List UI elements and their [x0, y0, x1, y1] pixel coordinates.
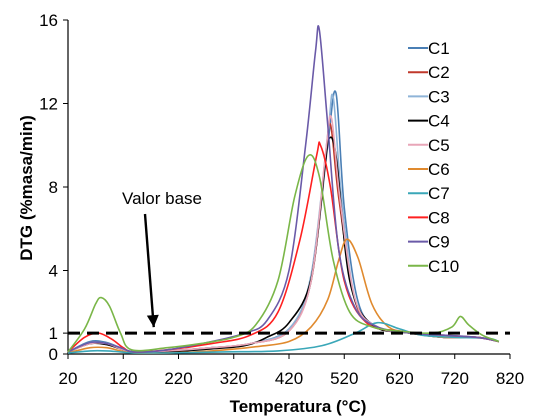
annotation-arrow-line [143, 213, 155, 328]
x-tick-label: 320 [220, 369, 248, 388]
legend-label-c9: C9 [428, 233, 450, 252]
x-tick-label: 220 [164, 369, 192, 388]
legend-label-c2: C2 [428, 63, 450, 82]
y-tick-label: 1 [49, 324, 58, 343]
legend-label-c1: C1 [428, 39, 450, 58]
legend-label-c6: C6 [428, 160, 450, 179]
y-axis-ticks: 0 1 4 8 12 16 [39, 11, 68, 364]
y-axis-title: DTG (%masa/min) [17, 115, 36, 260]
x-tick-label: 620 [385, 369, 413, 388]
y-tick-label: 12 [39, 95, 58, 114]
x-tick-label: 720 [441, 369, 469, 388]
legend-label-c10: C10 [428, 257, 459, 276]
plot-area [67, 20, 510, 355]
legend: C1 C2 C3 C4 C5 C6 C7 C8 C9 C10 [408, 39, 459, 276]
x-tick-label: 520 [330, 369, 358, 388]
x-tick-label: 820 [496, 369, 524, 388]
x-axis-ticks: 20 120 220 320 420 520 620 720 820 [59, 354, 524, 388]
x-axis-title: Temperatura (°C) [230, 397, 367, 416]
annotation-label: Valor base [122, 189, 202, 208]
legend-label-c3: C3 [428, 87, 450, 106]
legend-label-c8: C8 [428, 208, 450, 227]
x-tick-label: 120 [109, 369, 137, 388]
y-tick-label: 0 [49, 345, 58, 364]
legend-label-c5: C5 [428, 136, 450, 155]
legend-label-c4: C4 [428, 112, 450, 131]
y-tick-label: 8 [49, 178, 58, 197]
series-line-c10 [67, 154, 500, 353]
x-tick-label: 420 [275, 369, 303, 388]
legend-label-c7: C7 [428, 184, 450, 203]
series-line-c7 [67, 321, 500, 354]
y-tick-label: 16 [39, 11, 58, 30]
annotation-arrowhead [146, 314, 159, 328]
x-tick-label: 20 [59, 369, 78, 388]
y-tick-label: 4 [49, 262, 58, 281]
